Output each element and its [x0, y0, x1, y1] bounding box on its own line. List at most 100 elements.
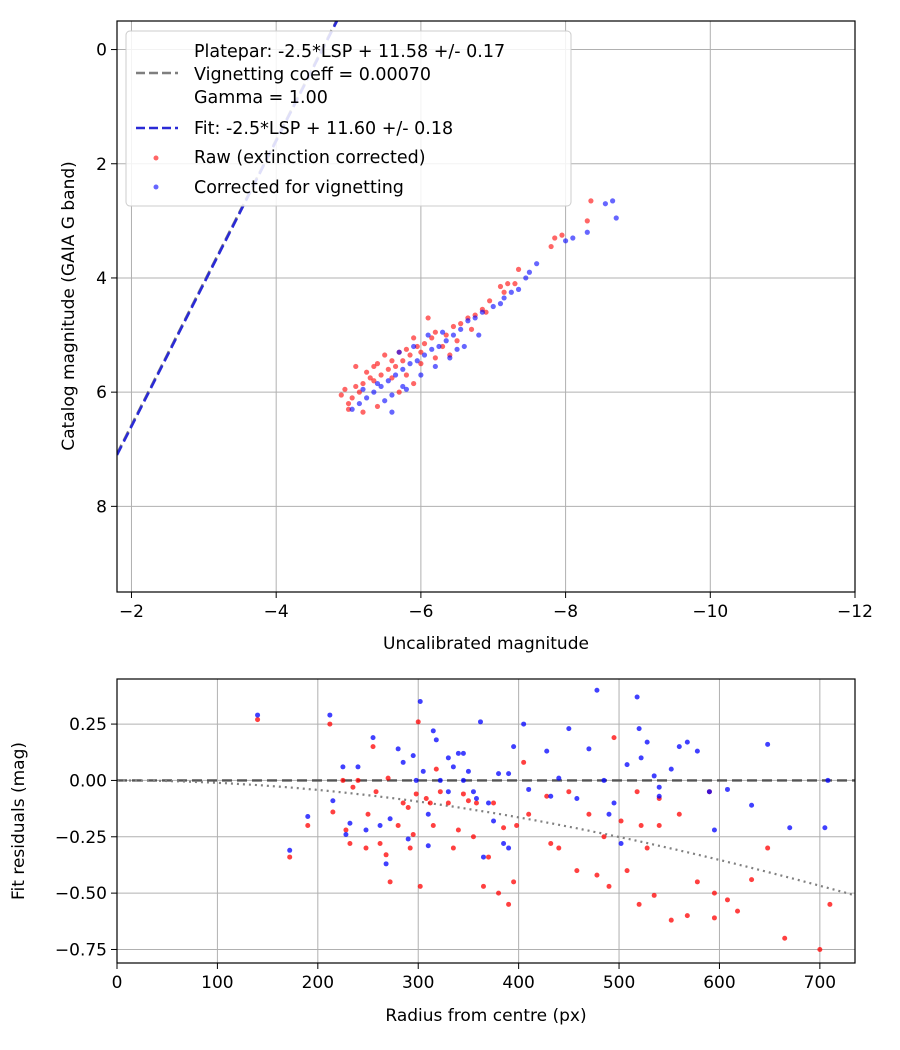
bottom-y-ticks: 0.25 0.00 −0.25 −0.50 −0.75	[55, 715, 117, 960]
x-tick-label: 500	[603, 973, 635, 993]
scatter-point	[574, 795, 580, 801]
scatter-point	[421, 352, 428, 358]
scatter-point	[476, 332, 482, 338]
scatter-point	[395, 823, 401, 829]
bottom-chart-panel: 0 100 200 300 400 500 600 700 0.25 0.00 −0.25 −0.5…	[9, 678, 856, 1026]
legend-box	[125, 30, 572, 207]
scatter-point	[602, 201, 608, 207]
scatter-point	[465, 318, 471, 324]
scatter-point	[395, 746, 401, 752]
scatter-point	[501, 841, 507, 847]
scatter-point	[460, 750, 466, 756]
x-tick-label: −12	[837, 602, 873, 622]
scatter-point	[724, 897, 730, 903]
bottom-x-ticks: 0 100 200 300 400 500 600 700	[112, 963, 836, 993]
scatter-point	[345, 400, 352, 407]
scatter-point	[374, 403, 381, 410]
scatter-point	[636, 726, 642, 732]
scatter-point	[706, 789, 712, 795]
scatter-point	[624, 868, 630, 874]
scatter-point	[711, 890, 717, 896]
scatter-point	[418, 372, 424, 378]
scatter-point	[556, 845, 562, 851]
scatter-point	[468, 326, 475, 332]
bottom-reference-lines	[117, 779, 855, 897]
scatter-point	[735, 908, 741, 914]
scatter-point	[432, 363, 438, 370]
scatter-point	[606, 811, 612, 817]
scatter-point	[588, 198, 594, 204]
scatter-point	[684, 739, 690, 745]
scatter-point	[403, 386, 410, 392]
scatter-point	[822, 825, 828, 831]
scatter-point	[305, 823, 311, 829]
scatter-point	[676, 744, 682, 750]
scatter-point	[425, 811, 431, 817]
scatter-point	[694, 748, 700, 754]
scatter-point	[515, 266, 522, 272]
scatter-point	[749, 802, 755, 808]
scatter-point	[389, 392, 395, 398]
scatter-point	[817, 946, 823, 952]
top-legend: Platepar: -2.5*LSP + 11.58 +/- 0.17 Vign…	[125, 30, 572, 207]
scatter-point	[373, 789, 379, 795]
scatter-point	[360, 409, 366, 415]
scatter-point	[447, 355, 453, 361]
scatter-point	[378, 372, 384, 378]
scatter-point	[360, 386, 366, 392]
legend-vignetting-label: Vignetting coeff = 0.00070	[194, 65, 431, 85]
scatter-point	[377, 841, 383, 847]
scatter-point	[356, 389, 362, 395]
scatter-point	[415, 719, 421, 725]
scatter-point	[644, 739, 650, 745]
scatter-point	[383, 861, 389, 867]
scatter-point	[407, 352, 413, 358]
scatter-point	[552, 235, 558, 241]
x-tick-label: 200	[302, 973, 334, 993]
scatter-point	[330, 798, 336, 804]
scatter-point	[410, 832, 416, 838]
scatter-point	[521, 759, 527, 765]
scatter-point	[410, 753, 416, 759]
scatter-point	[429, 346, 435, 352]
scatter-point	[570, 235, 576, 241]
scatter-point	[606, 883, 612, 889]
scatter-point	[405, 836, 411, 842]
scatter-point	[347, 820, 353, 826]
scatter-point	[364, 395, 370, 401]
x-tick-label: −10	[692, 602, 728, 622]
scatter-point	[472, 315, 478, 321]
scatter-point	[634, 789, 640, 795]
scatter-point	[413, 791, 419, 797]
scatter-point	[355, 777, 361, 783]
scatter-point	[487, 298, 493, 304]
scatter-point	[385, 378, 391, 384]
y-tick-label: 8	[96, 497, 107, 517]
scatter-point	[338, 392, 344, 398]
scatter-point	[523, 275, 529, 281]
scatter-point	[389, 358, 395, 364]
scatter-point	[505, 281, 511, 287]
scatter-point	[417, 699, 423, 705]
scatter-point	[611, 800, 617, 806]
scatter-point	[340, 777, 346, 783]
scatter-point	[711, 827, 717, 833]
scatter-point	[443, 338, 449, 344]
scatter-point	[327, 712, 333, 718]
scatter-point	[526, 786, 532, 792]
scatter-point	[443, 332, 449, 338]
scatter-point	[432, 355, 438, 361]
scatter-point	[350, 784, 356, 790]
scatter-point	[349, 395, 355, 401]
x-tick-label: 400	[502, 973, 534, 993]
scatter-point	[613, 215, 619, 221]
x-tick-label: 600	[703, 973, 735, 993]
scatter-point	[668, 917, 674, 923]
scatter-point	[454, 338, 460, 344]
scatter-point	[458, 326, 464, 332]
scatter-point	[638, 755, 644, 761]
scatter-point	[342, 386, 348, 392]
scatter-point	[749, 877, 755, 883]
scatter-point	[450, 323, 457, 330]
scatter-point	[385, 366, 391, 372]
